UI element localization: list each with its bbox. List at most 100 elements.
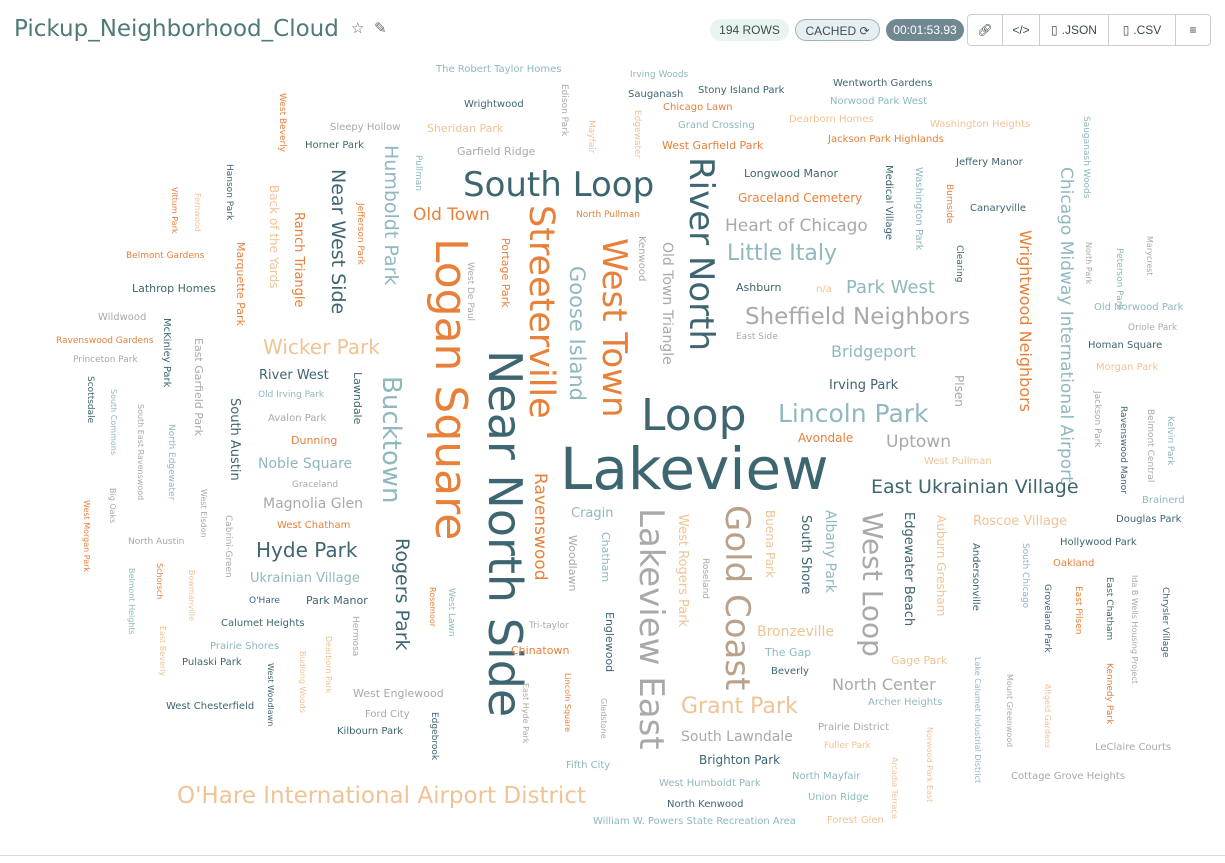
cloud-word: Hermosa xyxy=(350,616,360,657)
embed-code-button[interactable]: </> xyxy=(1003,15,1040,45)
download-json-button[interactable]: ▯ .JSON xyxy=(1040,15,1109,45)
cloud-word: Marquette Park xyxy=(234,242,247,326)
cloud-word: Old Town xyxy=(413,205,490,225)
cloud-word: Jackson Park Highlands xyxy=(828,134,944,145)
cloud-word: Oriole Park xyxy=(1128,323,1178,333)
cloud-word: Jeffery Manor xyxy=(956,157,1023,168)
cloud-word: Morgan Park xyxy=(1096,362,1159,373)
cloud-word: South Shore xyxy=(798,515,813,595)
star-icon[interactable]: ☆ xyxy=(351,19,365,37)
cloud-word: Humboldt Park xyxy=(380,145,402,286)
cloud-word: The Gap xyxy=(765,646,812,659)
cloud-word: Uptown xyxy=(886,432,951,452)
cloud-word: Lake Calumet Industrial District xyxy=(973,657,982,784)
cloud-word: Magnolia Glen xyxy=(263,496,364,512)
cloud-word: Edgewater Beach xyxy=(901,512,916,627)
cloud-word: Grand Crossing xyxy=(678,120,755,131)
cloud-word: Kilbourn Park xyxy=(337,726,403,737)
cloud-word: West Englewood xyxy=(353,687,444,700)
cloud-word: Cabrini-Green xyxy=(223,515,233,578)
page-title: Pickup_Neighborhood_Cloud xyxy=(14,16,339,42)
cloud-word: Englewood xyxy=(603,612,616,673)
cloud-word: West Humboldt Park xyxy=(659,778,761,789)
cloud-word: Schorsch xyxy=(155,563,164,600)
timer-badge: 00:01:53.93 xyxy=(886,19,964,41)
copy-link-button[interactable]: 🔗︎ xyxy=(968,15,1003,45)
cloud-word: Vittum Park xyxy=(170,187,179,234)
refresh-icon[interactable]: ⟳ xyxy=(859,24,870,38)
json-label: .JSON xyxy=(1061,23,1097,37)
cloud-word: River West xyxy=(259,368,329,383)
cloud-word: Ravenswood xyxy=(530,473,550,581)
download-csv-button[interactable]: ▯ .CSV xyxy=(1109,15,1176,45)
cloud-word: Chicago Midway International Airport xyxy=(1056,167,1076,483)
cloud-word: East Chatham xyxy=(1104,577,1114,641)
cloud-word: Pulaski Park xyxy=(182,657,242,668)
cloud-word: Brainerd xyxy=(1142,495,1185,506)
cloud-word: Kelvin Park xyxy=(1165,416,1175,466)
row-count-label: 194 ROWS xyxy=(719,23,780,37)
cloud-word: Ida B Wells Housing Project xyxy=(1130,575,1139,684)
cloud-word: South East Ravenswood xyxy=(136,404,145,501)
cloud-word: Hollywood Park xyxy=(1060,537,1137,548)
cloud-word: Sauganash xyxy=(628,89,684,100)
cloud-word: LeClaire Courts xyxy=(1095,742,1172,753)
cloud-word: Ukrainian Village xyxy=(250,571,360,586)
cloud-word: Chatham xyxy=(599,532,612,583)
cloud-word: East Pilsen xyxy=(1073,586,1083,635)
cloud-word: Prairie District xyxy=(818,722,890,733)
cloud-word: Pullman xyxy=(413,155,423,191)
cloud-word: O'Hare xyxy=(249,596,280,606)
cloud-word: Fifth City xyxy=(566,760,611,771)
cloud-word: Arcadia Terrace xyxy=(890,757,899,819)
cloud-word: Washington Heights xyxy=(930,119,1031,130)
cloud-word: Wrightwood Neighbors xyxy=(1016,230,1035,413)
cloud-word: Longwood Manor xyxy=(744,167,839,180)
file-icon: ▯ xyxy=(1122,23,1130,37)
cloud-word: Ravenswood Manor xyxy=(1118,406,1128,494)
cloud-word: West Town xyxy=(594,238,634,418)
cloud-word: Chicago Lawn xyxy=(663,102,733,113)
cloud-word: East Hyde Park xyxy=(521,683,530,744)
cloud-word: Prairie Shores xyxy=(210,641,280,652)
cloud-word: Edgebrook xyxy=(429,712,439,761)
cloud-word: Chrysler Village xyxy=(1160,587,1170,658)
cloud-word: Dunning xyxy=(291,434,338,447)
toolbar-button-group: 🔗︎ </> ▯ .JSON ▯ .CSV ≡ xyxy=(967,14,1211,46)
cloud-word: Lawndale xyxy=(351,372,364,425)
csv-label: .CSV xyxy=(1133,23,1162,37)
cloud-word: Jackson Park xyxy=(1092,391,1102,448)
edit-icon[interactable]: ✎ xyxy=(374,19,387,37)
cloud-word: South Austin xyxy=(227,398,242,481)
cloud-word: Hanson Park xyxy=(224,164,234,221)
cloud-word: Peterson Park xyxy=(1114,248,1124,310)
cloud-word: Chinatown xyxy=(511,644,570,657)
cloud-word: Lathrop Homes xyxy=(132,282,216,295)
menu-icon: ≡ xyxy=(1189,23,1197,37)
cloud-word: River North xyxy=(681,157,721,351)
cloud-word: Bowmanville xyxy=(187,570,196,622)
word-cloud: Lakeview Near North Side Logan Square Loop S… xyxy=(0,60,1225,850)
cloud-word: Plsen xyxy=(952,375,966,407)
cloud-word: Graceland xyxy=(292,480,339,490)
cloud-word: Altgeld Gardens xyxy=(1043,684,1052,749)
cloud-word: Streeterville xyxy=(521,205,561,419)
cloud-word: Ranch Triangle xyxy=(291,212,306,308)
timer-label: 00:01:53.93 xyxy=(893,23,957,37)
cloud-word: Lakeview xyxy=(560,435,829,503)
menu-button[interactable]: ≡ xyxy=(1176,15,1210,45)
cached-badge[interactable]: CACHED ⟳ xyxy=(795,19,880,41)
cloud-word: Dearborn Homes xyxy=(789,114,874,125)
cloud-word: North Kenwood xyxy=(667,799,744,810)
cloud-word: Jefferson Park xyxy=(355,203,365,265)
cloud-word: Roscoe Village xyxy=(973,514,1068,529)
cloud-word: West Chatham xyxy=(277,520,351,531)
cloud-word: East Garfield Park xyxy=(192,338,205,437)
cloud-word: Park West xyxy=(846,277,935,298)
cloud-word: Buena Park xyxy=(763,510,777,578)
cloud-word: Horner Park xyxy=(305,140,364,151)
cloud-word: Irving Woods xyxy=(630,70,689,80)
cloud-word: Lincoln Park xyxy=(778,399,929,428)
cloud-word: Albany Park xyxy=(822,510,838,593)
link-icon: 🔗︎ xyxy=(977,23,993,37)
